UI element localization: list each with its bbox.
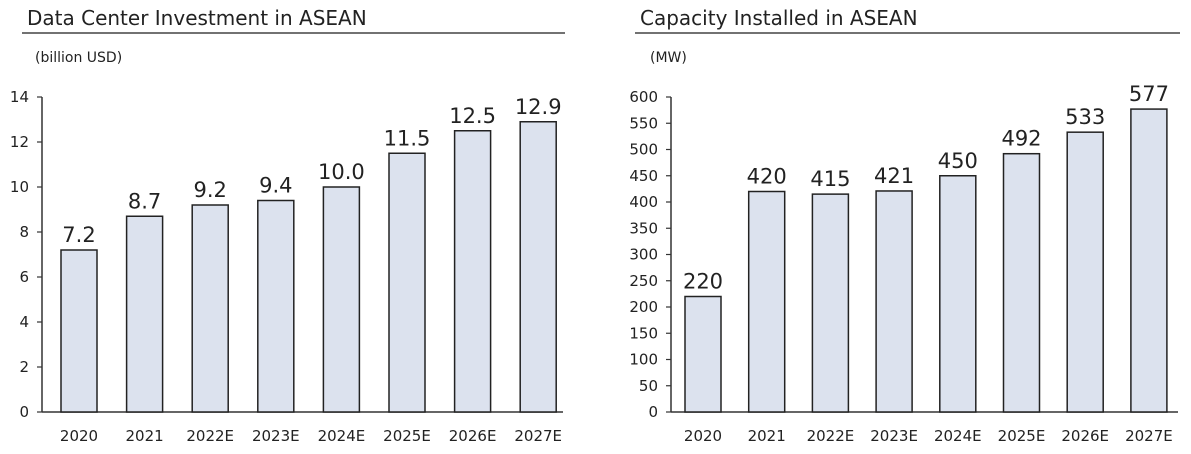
- y-tick-label: 250: [629, 272, 658, 290]
- data-label: 12.9: [515, 95, 562, 119]
- x-tick-label: 2024E: [318, 427, 366, 445]
- data-label: 11.5: [384, 126, 431, 150]
- data-label: 8.7: [128, 189, 161, 213]
- x-tick-label: 2026E: [449, 427, 497, 445]
- x-tick-label: 2027E: [514, 427, 562, 445]
- x-tick-label: 2027E: [1125, 427, 1173, 445]
- data-label: 9.2: [193, 178, 226, 202]
- chart-title-capacity: Capacity Installed in ASEAN: [640, 6, 918, 30]
- y-tick-label: 10: [10, 178, 29, 196]
- x-tick-label: 2026E: [1061, 427, 1109, 445]
- y-tick-label: 0: [648, 403, 658, 421]
- y-tick-label: 14: [10, 88, 29, 106]
- y-tick-label: 6: [19, 268, 29, 286]
- data-label: 7.2: [62, 223, 95, 247]
- data-label: 533: [1065, 105, 1105, 129]
- bar-2021: [125, 215, 164, 413]
- y-tick-label: 500: [629, 141, 658, 159]
- y-tick-label: 150: [629, 324, 658, 342]
- chart-title-investment: Data Center Investment in ASEAN: [27, 6, 367, 30]
- bar-2027E: [1130, 108, 1168, 413]
- y-tick-label: 8: [19, 223, 29, 241]
- data-label: 415: [810, 167, 850, 191]
- y-tick-label: 4: [19, 313, 29, 331]
- x-tick-label: 2022E: [186, 427, 234, 445]
- bar-2024E: [939, 175, 977, 413]
- data-label: 450: [938, 149, 978, 173]
- x-tick-label: 2025E: [998, 427, 1046, 445]
- data-label: 9.4: [259, 174, 292, 198]
- y-unit-capacity: (MW): [650, 50, 687, 66]
- bar-2027E: [519, 121, 557, 413]
- data-label: 421: [874, 164, 914, 188]
- bar-2026E: [453, 130, 492, 413]
- y-tick-label: 2: [19, 358, 29, 376]
- bar-2020: [60, 249, 98, 413]
- bar-2023E: [257, 199, 295, 413]
- bar-2022E: [191, 204, 229, 413]
- y-tick-label: 0: [19, 403, 29, 421]
- data-label: 10.0: [318, 160, 365, 184]
- y-tick-label: 300: [629, 246, 658, 264]
- bar-2026E: [1066, 131, 1104, 413]
- bar-2022E: [811, 193, 850, 413]
- bar-2025E: [388, 152, 426, 413]
- x-tick-label: 2021: [748, 427, 786, 445]
- bar-2021: [747, 190, 786, 413]
- bar-2023E: [875, 190, 913, 413]
- y-tick-label: 350: [629, 219, 658, 237]
- y-tick-label: 50: [639, 377, 658, 395]
- y-tick-label: 400: [629, 193, 658, 211]
- x-tick-label: 2025E: [383, 427, 431, 445]
- data-label: 220: [683, 270, 723, 294]
- y-tick-label: 600: [629, 88, 658, 106]
- y-tick-label: 12: [10, 133, 29, 151]
- x-tick-label: 2020: [684, 427, 722, 445]
- x-tick-label: 2022E: [807, 427, 855, 445]
- y-tick-label: 450: [629, 167, 658, 185]
- x-tick-label: 2024E: [934, 427, 982, 445]
- x-tick-label: 2023E: [252, 427, 300, 445]
- data-label: 577: [1129, 82, 1169, 106]
- data-label: 12.5: [449, 104, 496, 128]
- data-label: 420: [747, 165, 787, 189]
- x-tick-label: 2021: [126, 427, 164, 445]
- y-tick-label: 200: [629, 298, 658, 316]
- x-tick-label: 2023E: [870, 427, 918, 445]
- bar-2024E: [322, 186, 361, 413]
- bar-2025E: [1002, 152, 1041, 413]
- bar-2020: [684, 295, 722, 413]
- y-tick-label: 100: [629, 351, 658, 369]
- x-tick-label: 2020: [60, 427, 98, 445]
- y-tick-label: 550: [629, 114, 658, 132]
- data-label: 492: [1001, 127, 1041, 151]
- y-unit-investment: (billion USD): [35, 50, 122, 66]
